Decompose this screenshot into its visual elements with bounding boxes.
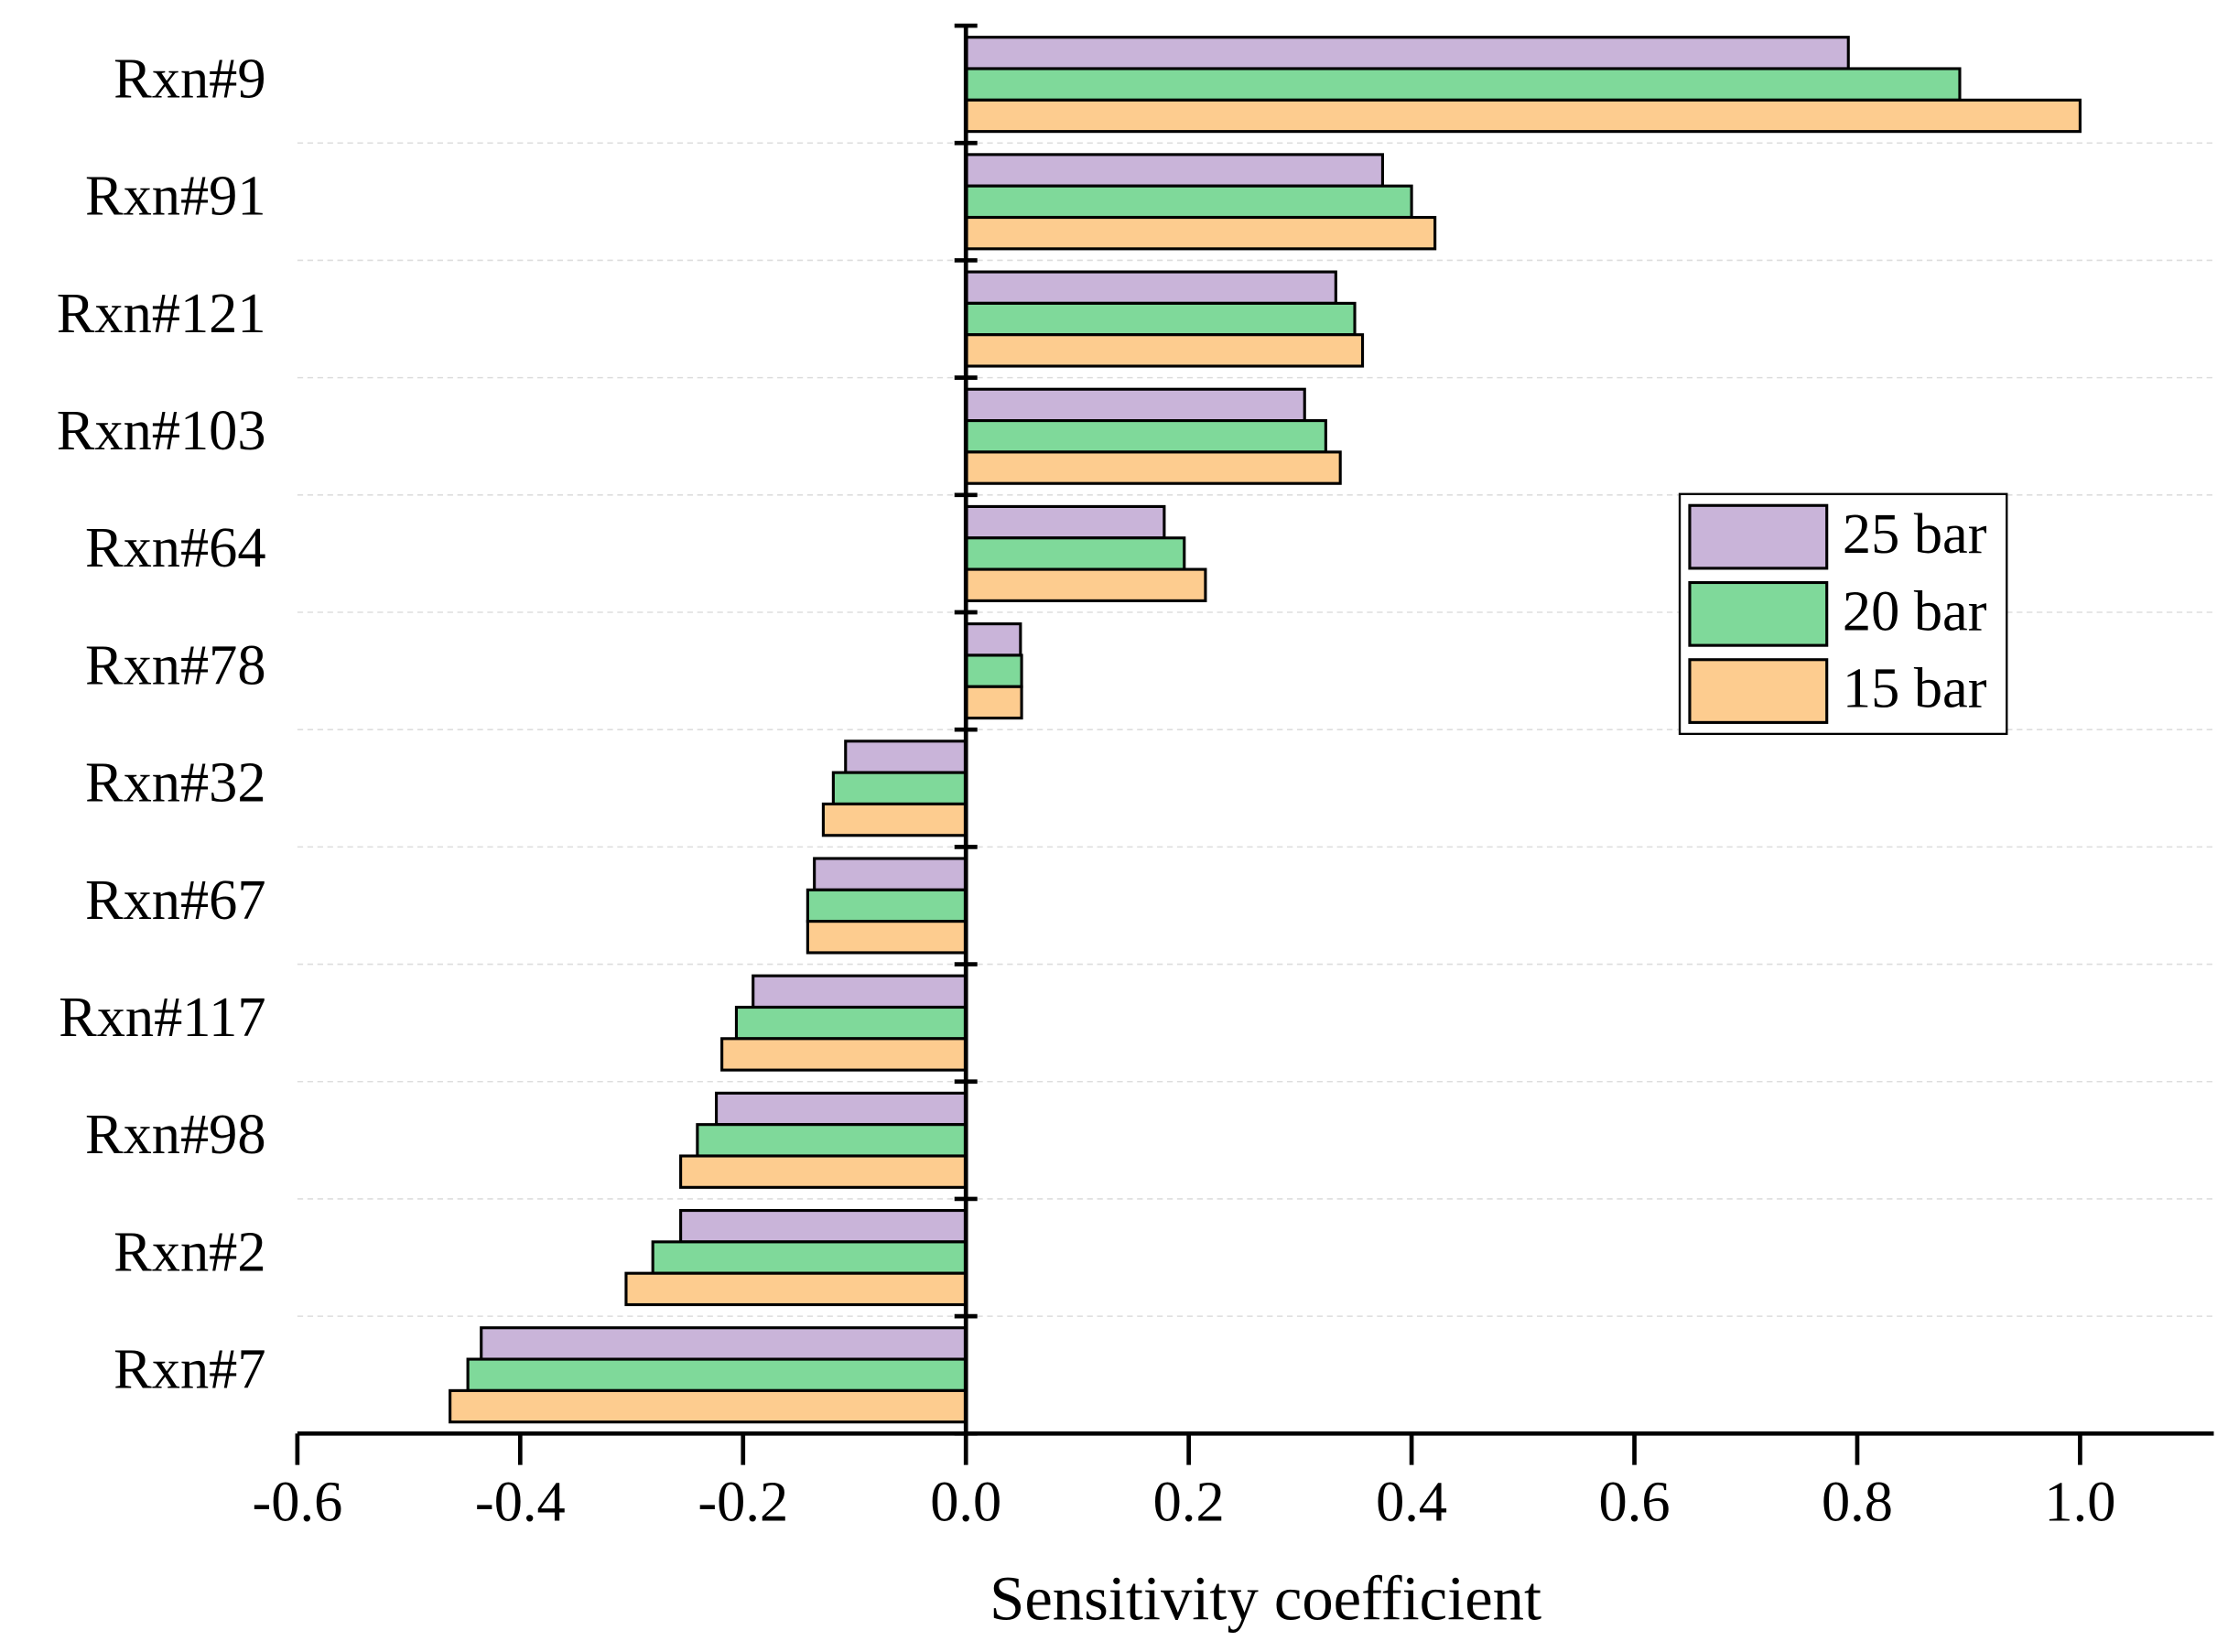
y-tick-label: Rxn#98 <box>85 1103 266 1166</box>
bar <box>806 920 968 955</box>
bar <box>844 740 968 774</box>
y-tick-label: Rxn#78 <box>85 633 266 696</box>
bar <box>964 98 2082 134</box>
bar <box>964 653 1023 688</box>
x-tick-label: -0.4 <box>475 1471 566 1534</box>
bar <box>466 1357 968 1392</box>
y-tick-label: Rxn#32 <box>85 751 266 815</box>
bar <box>831 771 968 806</box>
bar <box>964 567 1207 602</box>
y-tick-label: Rxn#117 <box>59 986 265 1049</box>
x-tick-label: 0.2 <box>1153 1471 1225 1534</box>
bar <box>964 215 1437 251</box>
y-tick-label: Rxn#9 <box>114 47 265 110</box>
bar <box>696 1123 968 1158</box>
y-tick-label: Rxn#67 <box>85 869 266 932</box>
legend-swatch <box>1688 658 1829 724</box>
bar <box>624 1271 968 1307</box>
bar <box>964 450 1342 485</box>
bar <box>964 685 1023 720</box>
y-tick-label: Rxn#91 <box>85 165 266 228</box>
bar <box>714 1091 968 1127</box>
bar <box>964 622 1022 657</box>
bar <box>480 1326 968 1361</box>
bar <box>651 1240 968 1275</box>
bar <box>679 1208 968 1244</box>
bar <box>964 153 1385 188</box>
y-tick-label: Rxn#103 <box>57 399 266 462</box>
legend-swatch <box>1688 503 1829 570</box>
y-tick-label: Rxn#64 <box>85 516 266 579</box>
bar <box>964 184 1413 220</box>
x-tick-label: 0.0 <box>930 1471 1001 1534</box>
x-tick-label: 0.4 <box>1376 1471 1447 1534</box>
legend-label: 25 bar <box>1843 502 1987 566</box>
bar <box>964 270 1337 305</box>
y-tick-label: Rxn#7 <box>114 1338 265 1401</box>
bar <box>734 1005 968 1041</box>
legend-label: 20 bar <box>1843 579 1987 642</box>
bar <box>813 857 968 891</box>
x-tick-label: 0.8 <box>1822 1471 1893 1534</box>
bar <box>964 333 1365 368</box>
bar <box>720 1037 968 1072</box>
legend-label: 15 bar <box>1843 657 1987 720</box>
legend-swatch <box>1688 580 1829 647</box>
y-tick-label: Rxn#121 <box>57 282 266 345</box>
x-tick-label: -0.6 <box>252 1471 342 1534</box>
bar <box>679 1154 968 1189</box>
bar <box>806 888 968 923</box>
bar <box>449 1388 968 1424</box>
bar <box>964 301 1357 337</box>
bar <box>964 36 1850 70</box>
bar <box>964 419 1327 454</box>
x-tick-label: -0.2 <box>698 1471 788 1534</box>
x-tick-label: 1.0 <box>2044 1471 2115 1534</box>
x-axis-title: Sensitivity coefficient <box>990 1563 1541 1633</box>
bar <box>964 504 1166 540</box>
bar <box>752 974 968 1010</box>
bar <box>964 67 1962 102</box>
bar <box>964 387 1306 423</box>
x-tick-label: 0.6 <box>1599 1471 1671 1534</box>
y-tick-label: Rxn#2 <box>114 1220 265 1283</box>
bar <box>821 802 968 837</box>
bar <box>964 536 1186 571</box>
